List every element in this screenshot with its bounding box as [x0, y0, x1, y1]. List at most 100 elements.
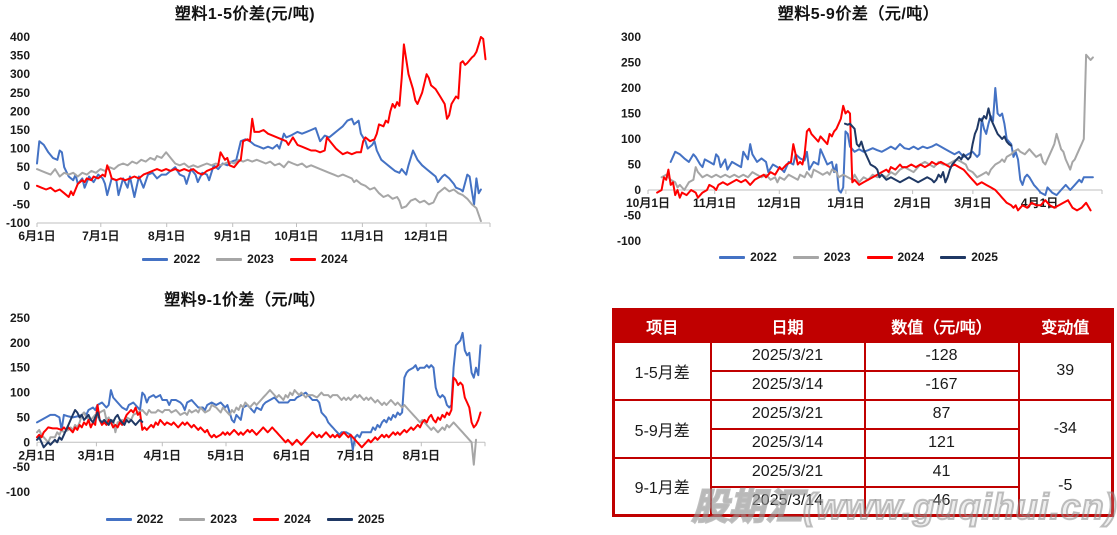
y-tick-label: 200: [621, 81, 641, 95]
legend-label: 2022: [173, 252, 201, 266]
x-tick-label: 12月1日: [404, 229, 448, 243]
y-tick-label: 50: [628, 158, 642, 172]
series-2024-line: [36, 36, 487, 198]
value-cell: 46: [863, 485, 1020, 517]
legend-line-swatch: [179, 517, 206, 521]
date-cell: 2025/3/14: [709, 427, 866, 459]
x-tick-label: 2月1日: [18, 448, 55, 462]
x-tick-label: 5月1日: [207, 448, 244, 462]
legend-item-2022: 2022: [105, 512, 164, 526]
y-tick-label: 150: [10, 123, 30, 137]
legend-line-swatch: [940, 255, 967, 259]
y-tick-label: 250: [10, 311, 30, 325]
x-tick-label: 8月1日: [403, 448, 440, 462]
x-tick-label: 6月1日: [18, 229, 55, 243]
legend-item-2025: 2025: [940, 250, 998, 264]
table-row: 2025/3/14 46: [614, 485, 1113, 517]
series-2022-line: [36, 331, 482, 451]
table-row: 5-9月差 2025/3/21 87 -34: [612, 398, 1114, 459]
legend-item-2022: 2022: [142, 252, 200, 266]
series-2023-line: [36, 151, 482, 223]
chart-title: 塑料5-9价差（元/吨）: [777, 6, 940, 23]
y-tick-label: 150: [10, 361, 30, 375]
chart-1-5-spread: 塑料1-5价差(元/吨) 400 350 300 250 200 150 100 50 0 -50…: [0, 0, 558, 280]
value-cell: -167: [863, 369, 1020, 401]
legend-label: 2025: [357, 512, 385, 526]
legend-line-swatch: [142, 257, 169, 261]
legend-label: 2023: [210, 512, 237, 526]
series-2023-line: [660, 53, 1094, 191]
legend-label: 2023: [823, 250, 851, 264]
value-cell: 41: [863, 456, 1020, 488]
x-tick-label: 10月1日: [274, 229, 318, 243]
x-tick-label: 11月1日: [341, 229, 384, 243]
value-cell: -128: [863, 340, 1020, 372]
x-tick-label: 7月1日: [82, 229, 119, 243]
legend-item-2024: 2024: [866, 250, 924, 264]
chart-title: 塑料9-1价差（元/吨）: [164, 292, 326, 309]
y-tick-label: 50: [17, 410, 31, 424]
value-cell: 87: [863, 398, 1020, 430]
change-cell: -34: [1017, 398, 1114, 459]
y-tick-label: -50: [624, 209, 642, 223]
x-tick-label: 6月1日: [273, 448, 310, 462]
legend-line-swatch: [792, 255, 819, 259]
series-2024-line: [656, 104, 1092, 212]
item-cell: 9-1月差: [612, 456, 712, 517]
series-2025-line: [36, 409, 144, 449]
y-tick-label: 0: [23, 179, 30, 193]
y-tick-label: 100: [10, 142, 30, 156]
legend-label: 2022: [750, 250, 777, 264]
y-tick-label: 150: [621, 107, 641, 121]
date-cell: 2025/3/14: [709, 369, 866, 401]
legend-label: 2024: [284, 512, 311, 526]
legend-line-swatch: [289, 257, 316, 261]
legend-line-swatch: [253, 517, 279, 521]
col-header-change: 变动值: [1017, 308, 1114, 343]
chart-9-1-plot: 250 200 150 100 50 0 -50 -100 2月1日 3月1日 4月1日 5月1日 6月…: [6, 311, 486, 499]
y-tick-label: -50: [13, 460, 31, 474]
legend-label: 2022: [136, 512, 164, 526]
chart-title: 塑料1-5价差(元/吨): [174, 6, 316, 23]
chart-5-9-legend: 2022 2023 2024 2025: [600, 250, 1117, 264]
date-cell: 2025/3/14: [709, 485, 866, 517]
x-tick-label: 1月1日: [827, 196, 864, 210]
legend-item-2023: 2023: [216, 252, 274, 266]
chart-9-1-legend: 2022 2023 2024 2025: [0, 512, 490, 526]
table-row: 2025/3/14 -167: [614, 369, 1113, 401]
value-cell: 121: [863, 427, 1020, 459]
x-tick-label: 2月1日: [894, 196, 931, 210]
x-tick-label: 12月1日: [757, 196, 801, 210]
legend-line-swatch: [719, 255, 746, 259]
date-cell: 2025/3/21: [709, 340, 866, 372]
chart-1-5-legend: 2022 2023 2024: [0, 252, 490, 266]
y-tick-label: -50: [13, 197, 31, 211]
y-tick-label: 200: [10, 104, 30, 118]
series-2022-line: [36, 117, 482, 206]
chart-5-9-plot: 300 250 200 150 100 50 0 -50 -100 10月1日 11月1日 12月1日…: [617, 30, 1103, 248]
chart-5-9-spread: 塑料5-9价差（元/吨） 300 250 200 150 100 50 0 -50 -100 10…: [600, 0, 1117, 275]
y-tick-label: 100: [621, 132, 641, 146]
legend-line-swatch: [216, 257, 243, 261]
legend-item-2024: 2024: [253, 512, 311, 526]
y-tick-label: 400: [10, 30, 30, 44]
y-tick-label: 300: [10, 67, 30, 81]
legend-item-2022: 2022: [719, 250, 777, 264]
col-header-date: 日期: [709, 308, 866, 343]
date-cell: 2025/3/21: [709, 398, 866, 430]
series-2024-line: [36, 376, 482, 449]
x-tick-label: 10月1日: [626, 196, 670, 210]
y-tick-label: 250: [10, 86, 30, 100]
series-2025-line: [844, 107, 1013, 184]
y-tick-label: 200: [10, 336, 30, 350]
x-tick-label: 3月1日: [78, 448, 115, 462]
series-2022-line: [669, 87, 1094, 197]
y-tick-label: 0: [23, 435, 30, 449]
y-tick-label: 300: [621, 30, 641, 44]
table-header-row: 项目 日期 数值（元/吨） 变动值: [612, 308, 1114, 343]
chart-9-1-spread: 塑料9-1价差（元/吨） 250 200 150 100 50 0 -50 -100 2月1日 3…: [0, 280, 558, 535]
x-tick-label: 4月1日: [1021, 196, 1058, 210]
legend-item-2023: 2023: [792, 250, 851, 264]
